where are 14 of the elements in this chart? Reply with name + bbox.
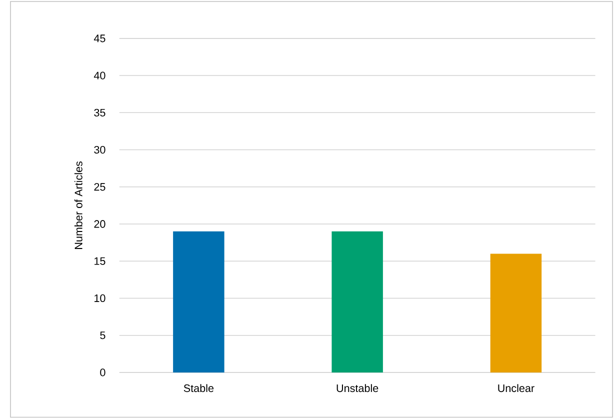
y-tick-label: 40 [94,72,106,80]
y-tick-label: 45 [94,34,106,42]
y-tick-label: 10 [94,294,106,302]
y-tick-label: 15 [94,257,106,265]
y-axis-title: Number of Articles [74,162,82,250]
y-tick-label: 25 [94,183,106,191]
y-tick-label: 20 [94,220,106,228]
y-tick-label: 35 [94,108,106,117]
y-tick-label: 0 [100,368,106,376]
x-tick-label: Stable [184,384,214,392]
x-tick-label: Unstable [336,384,378,392]
x-tick-label: Unclear [498,384,534,392]
y-tick-label: 30 [94,146,106,154]
y-tick-label: 5 [100,332,106,340]
